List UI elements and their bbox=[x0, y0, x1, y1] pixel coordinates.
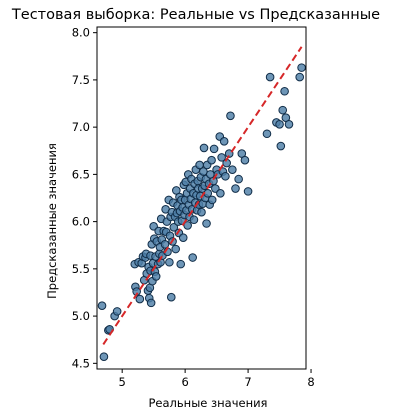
y-axis-label-group: Предсказанные значения bbox=[45, 143, 59, 299]
data-point bbox=[151, 272, 161, 281]
y-axis: 4.5 5.0 5.5 6.0 6.5 7.0 7.5 8.0 bbox=[72, 26, 97, 370]
data-point bbox=[265, 72, 275, 82]
data-point bbox=[166, 292, 176, 302]
y-axis-label: Предсказанные значения bbox=[45, 143, 59, 299]
y-tick-label: 5.5 bbox=[72, 262, 90, 276]
data-point bbox=[165, 257, 174, 267]
x-axis: 5 6 7 8 bbox=[119, 369, 315, 389]
data-point bbox=[189, 215, 199, 225]
points-layer bbox=[97, 63, 306, 362]
data-point bbox=[217, 153, 226, 162]
y-tick-label: 6.5 bbox=[72, 167, 90, 181]
x-axis-label: Реальные значения bbox=[149, 396, 268, 410]
data-point bbox=[160, 239, 170, 249]
y-tick-label: 7.0 bbox=[72, 120, 90, 134]
data-point bbox=[216, 188, 225, 198]
data-point bbox=[135, 294, 145, 304]
y-tick-label: 8.0 bbox=[72, 26, 90, 40]
x-tick-label: 5 bbox=[119, 375, 126, 389]
x-tick-label: 7 bbox=[244, 375, 251, 389]
data-point bbox=[178, 233, 188, 242]
x-tick-label: 8 bbox=[307, 375, 314, 389]
plot-area bbox=[96, 26, 307, 370]
y-tick-label: 5.0 bbox=[72, 309, 90, 323]
chart-title: Тестовая выборка: Реальные vs Предсказан… bbox=[11, 7, 380, 23]
data-point bbox=[207, 195, 217, 205]
data-point bbox=[231, 184, 240, 193]
data-point bbox=[243, 187, 253, 196]
data-point bbox=[276, 141, 286, 151]
data-point bbox=[228, 165, 237, 174]
data-point bbox=[297, 63, 306, 72]
data-point bbox=[169, 222, 179, 232]
data-point bbox=[221, 171, 230, 181]
data-point bbox=[226, 111, 235, 121]
data-point bbox=[171, 244, 180, 254]
data-point bbox=[202, 219, 211, 228]
data-point bbox=[219, 137, 229, 146]
data-point bbox=[183, 221, 192, 230]
data-point bbox=[209, 144, 219, 154]
data-point bbox=[97, 301, 107, 311]
data-point bbox=[262, 129, 272, 139]
data-point bbox=[207, 155, 216, 165]
data-point bbox=[176, 259, 186, 269]
x-tick-label: 6 bbox=[181, 375, 188, 389]
y-tick-label: 7.5 bbox=[72, 73, 90, 87]
data-point bbox=[197, 207, 206, 217]
data-point bbox=[188, 253, 197, 262]
data-point bbox=[278, 105, 288, 115]
data-point bbox=[295, 72, 305, 82]
data-point bbox=[199, 143, 209, 153]
data-point bbox=[275, 120, 284, 129]
reference-line bbox=[102, 46, 303, 345]
data-point bbox=[240, 155, 250, 165]
data-point bbox=[234, 174, 243, 184]
data-point bbox=[284, 120, 294, 129]
y-tick-label: 6.0 bbox=[72, 215, 90, 229]
data-point bbox=[146, 298, 156, 308]
data-point bbox=[112, 307, 122, 316]
data-point bbox=[280, 86, 289, 96]
data-point bbox=[99, 352, 109, 362]
y-tick-label: 4.5 bbox=[72, 356, 90, 370]
